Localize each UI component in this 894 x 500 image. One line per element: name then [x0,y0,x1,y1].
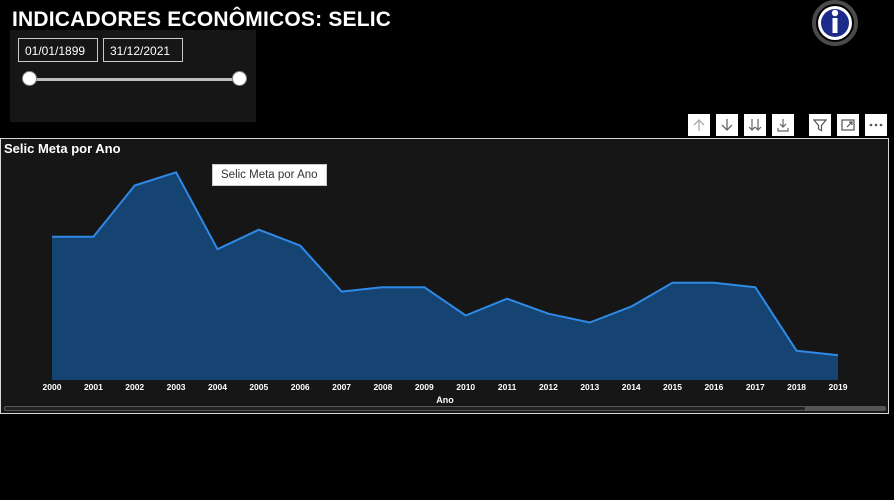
scrollbar-thumb[interactable] [5,407,805,410]
range-slider-end-handle[interactable] [232,71,247,86]
start-date-input[interactable]: 01/01/1899 [18,38,98,62]
range-slider-start-handle[interactable] [22,71,37,86]
date-range-slicer: 01/01/1899 31/12/2021 [10,30,256,122]
logo-icon [812,0,858,46]
x-tick-label: 2017 [746,382,765,392]
x-tick-label: 2000 [43,382,62,392]
x-axis-label: Ano [436,395,454,405]
filter-icon [812,119,828,132]
series-line [52,171,839,357]
double-arrow-down-icon [748,119,762,131]
x-tick-label: 2007 [332,382,351,392]
x-tick-label: 2019 [829,382,848,392]
x-tick-label: 2013 [580,382,599,392]
range-slider-track[interactable] [29,78,241,81]
arrow-up-icon [693,119,705,131]
area-fill [52,172,838,380]
area-chart[interactable]: 2000 2001 2002 2003 2004 2005 2006 2007 2008 2009… [1,139,888,413]
more-options-icon [869,123,883,127]
x-axis-ticks: 2000 2001 2002 2003 2004 2005 2006 2007 2008 2009… [43,382,848,392]
drill-down-button[interactable] [716,114,738,136]
tooltip: Selic Meta por Ano [212,164,327,186]
end-date-input[interactable]: 31/12/2021 [103,38,183,62]
x-tick-label: 2010 [456,382,475,392]
x-tick-label: 2012 [539,382,558,392]
x-tick-label: 2014 [622,382,641,392]
horizontal-scrollbar[interactable] [4,406,886,411]
expand-hierarchy-button[interactable] [772,114,794,136]
x-tick-label: 2018 [787,382,806,392]
drill-up-button[interactable] [688,114,710,136]
more-options-button[interactable] [865,114,887,136]
focus-mode-icon [841,119,855,131]
x-tick-label: 2016 [704,382,723,392]
x-tick-label: 2004 [208,382,227,392]
page-title: INDICADORES ECONÔMICOS: SELIC [12,8,392,31]
x-tick-label: 2006 [291,382,310,392]
x-tick-label: 2009 [415,382,434,392]
selic-chart-visual[interactable]: Selic Meta por Ano 2000 2001 2002 2003 2004 2… [0,138,889,414]
next-level-button[interactable] [744,114,766,136]
visual-title: Selic Meta por Ano [4,141,121,156]
x-tick-label: 2003 [167,382,186,392]
x-tick-label: 2008 [373,382,392,392]
x-tick-label: 2001 [84,382,103,392]
x-tick-label: 2002 [125,382,144,392]
x-tick-label: 2015 [663,382,682,392]
x-tick-label: 2011 [498,382,517,392]
expand-hierarchy-icon [777,119,789,132]
filter-button[interactable] [809,114,831,136]
arrow-down-icon [721,119,733,131]
focus-mode-button[interactable] [837,114,859,136]
x-tick-label: 2005 [249,382,268,392]
